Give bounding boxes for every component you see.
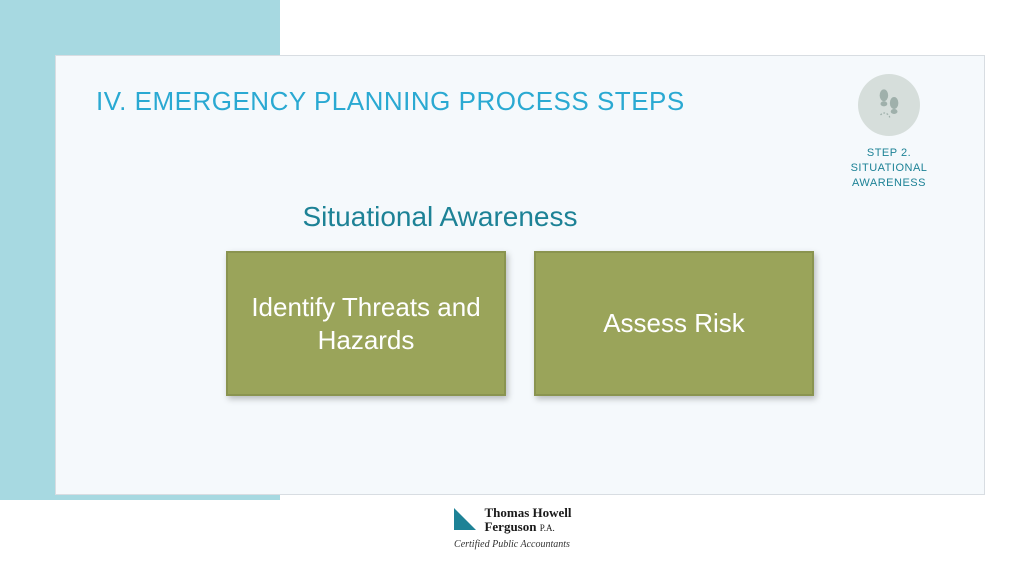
box-assess-risk: Assess Risk — [534, 251, 814, 396]
slide-card: IV. EMERGENCY PLANNING PROCESS STEPS STE… — [55, 55, 985, 495]
step-badge-label: STEP 2. SITUATIONAL AWARENESS — [834, 146, 944, 191]
slide-title: IV. EMERGENCY PLANNING PROCESS STEPS — [96, 86, 685, 117]
logo-suffix: P.A. — [540, 523, 555, 533]
step-name-line1: SITUATIONAL — [834, 161, 944, 176]
step-badge: STEP 2. SITUATIONAL AWARENESS — [834, 74, 944, 191]
step-number: STEP 2. — [834, 146, 944, 161]
step-name-line2: AWARENESS — [834, 176, 944, 191]
box-label: Identify Threats and Hazards — [246, 291, 486, 356]
footprints-icon — [872, 86, 906, 125]
content-boxes: Identify Threats and Hazards Assess Risk — [56, 251, 984, 396]
box-identify-threats: Identify Threats and Hazards — [226, 251, 506, 396]
logo-line1: Thomas Howell — [484, 506, 571, 520]
logo-mark-icon — [452, 506, 478, 532]
logo-tagline: Certified Public Accountants — [0, 539, 1024, 550]
box-label: Assess Risk — [603, 307, 745, 340]
slide-subtitle: Situational Awareness — [56, 201, 824, 233]
footer-logo: Thomas Howell Ferguson P.A. Certified Pu… — [0, 506, 1024, 550]
logo-text: Thomas Howell Ferguson P.A. — [484, 506, 571, 533]
step-badge-circle — [858, 74, 920, 136]
logo-line2: Ferguson — [484, 519, 536, 534]
